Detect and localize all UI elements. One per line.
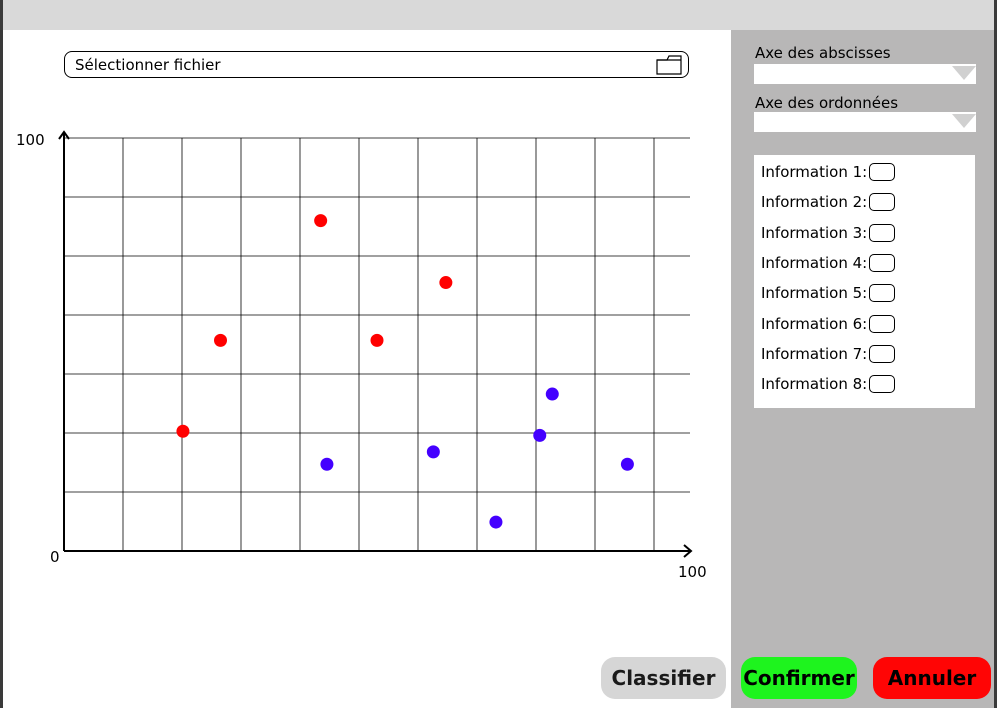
info-label: Information 4:: [761, 253, 868, 272]
y-axis-select-label: Axe des ordonnées: [755, 94, 899, 112]
info-row: Information 3:: [761, 222, 896, 244]
info-checkbox[interactable]: [869, 223, 896, 242]
classify-button[interactable]: Classifier: [601, 657, 726, 699]
y-axis-select[interactable]: [754, 112, 976, 132]
info-checkbox[interactable]: [869, 163, 896, 181]
data-point-series-1: [320, 457, 334, 471]
scatter-chart: 100 0 100: [16, 130, 707, 581]
axes: [58, 130, 693, 558]
data-point-series-0: [214, 333, 227, 347]
cancel-button[interactable]: Annuler: [873, 657, 991, 699]
info-label: Information 5:: [761, 284, 868, 303]
info-label: Information 1:: [761, 163, 868, 181]
x-axis-arrow: [683, 544, 693, 558]
info-row: Information 1:: [761, 161, 896, 183]
info-row: Information 8:: [761, 373, 896, 395]
info-checkbox[interactable]: [869, 344, 896, 363]
data-point-series-1: [533, 428, 547, 442]
info-label: Information 7:: [761, 344, 868, 363]
info-row: Information 4:: [761, 252, 896, 274]
chevron-down-icon[interactable]: [952, 114, 976, 128]
info-label: Information 6:: [761, 314, 868, 333]
info-checkbox[interactable]: [869, 314, 896, 333]
data-point-series-1: [426, 445, 440, 459]
info-label: Information 8:: [761, 375, 868, 394]
info-row: Information 7:: [761, 343, 896, 365]
x-axis-select-label: Axe des abscisses: [755, 44, 891, 62]
x-tick-label-max: 100: [678, 563, 707, 581]
info-row: Information 6:: [761, 313, 896, 335]
data-point-series-1: [489, 515, 503, 529]
info-row: Information 2:: [761, 191, 896, 213]
information-list: Information 1: Information 2: Information …: [754, 155, 975, 408]
confirm-button[interactable]: Confirmer: [741, 657, 857, 699]
data-point-series-0: [176, 424, 190, 438]
data-point-series-0: [314, 214, 328, 228]
tick-labels: 100 0 100: [16, 131, 707, 581]
grid: [64, 137, 690, 551]
info-label: Information 3:: [761, 223, 868, 242]
y-axis-arrow: [58, 130, 70, 140]
data-point-series-1: [545, 387, 559, 401]
info-row: Information 5:: [761, 282, 896, 304]
info-checkbox[interactable]: [869, 253, 896, 272]
info-label: Information 2:: [761, 193, 868, 212]
folder-icon[interactable]: [655, 54, 683, 76]
right-panel: Axe des abscisses Axe des ordonnées Info…: [731, 30, 997, 708]
info-checkbox[interactable]: [869, 284, 896, 303]
y-tick-label-min: 0: [50, 548, 60, 566]
file-picker[interactable]: Sélectionner fichier: [64, 51, 689, 78]
data-point-series-0: [370, 333, 384, 347]
title-bar: [0, 0, 997, 30]
y-tick-label-max: 100: [16, 131, 45, 149]
chevron-down-icon[interactable]: [952, 66, 976, 80]
data-point-series-0: [439, 276, 453, 290]
data-points: [176, 214, 634, 529]
info-checkbox[interactable]: [869, 193, 896, 212]
x-axis-select[interactable]: [754, 64, 976, 84]
data-point-series-1: [620, 457, 634, 471]
info-checkbox[interactable]: [869, 375, 896, 394]
file-picker-label: Sélectionner fichier: [75, 56, 221, 74]
